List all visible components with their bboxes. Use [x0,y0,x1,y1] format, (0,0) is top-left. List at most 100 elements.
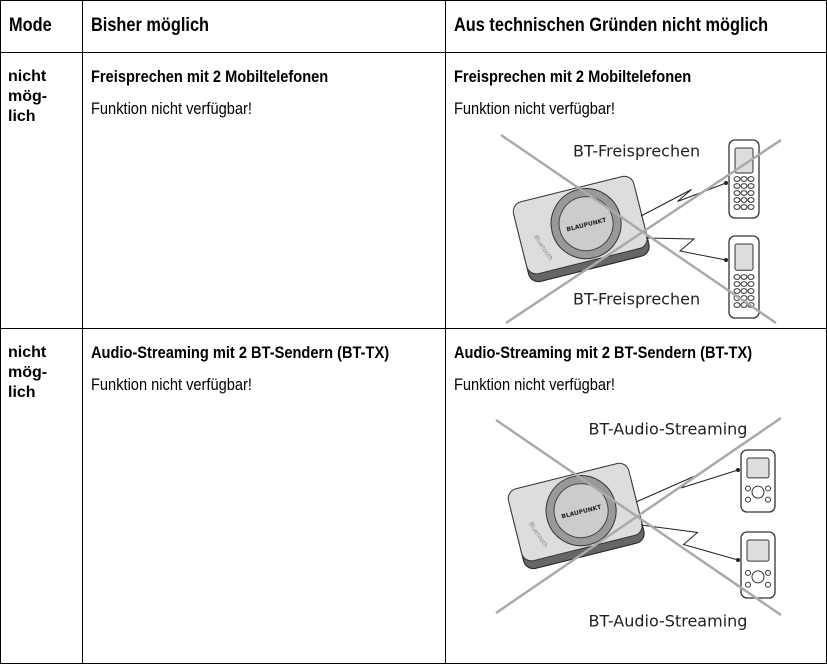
mode-text: nicht mög-lich [8,67,47,127]
handset-key [740,176,748,182]
handset-key [745,496,751,503]
cell-title-text: Freisprechen mit 2 Mobiltelefonen [454,67,692,86]
cell-title-text: Freisprechen mit 2 Mobiltelefonen [91,67,329,86]
mode-line: lich [8,384,36,401]
diagram-label: BT-Freisprechen [573,142,700,161]
handset-wheel [751,485,765,499]
cell-title: Freisprechen mit 2 Mobiltelefonen [454,67,730,87]
handset-key [733,197,741,203]
cell-title: Audio-Streaming mit 2 BT-Sendern (BT-TX) [91,343,438,363]
cell-text: Funktion nicht verfügbar! [454,375,641,395]
handset-key [740,183,748,189]
handset-key [740,197,748,203]
handset-screen [746,539,770,562]
handset-key [765,581,771,588]
handset-key [747,281,755,287]
cross-line [495,418,782,617]
cross-line [505,138,782,325]
handset-key [733,190,741,196]
table-cell: Audio-Streaming mit 2 BT-Sendern (BT-TX)… [83,329,446,664]
mode-cell: nicht mög-lich [0,329,83,664]
handset-key [747,190,755,196]
signal [635,469,739,503]
header-cell: Bisher möglich [83,0,446,53]
signal [640,182,727,217]
header-cell: Aus technischen Gründen nicht möglich [446,0,827,53]
table-cell: Audio-Streaming mit 2 BT-Sendern (BT-TX)… [446,329,827,664]
header-text: Mode [9,15,52,36]
handset-key [733,204,741,210]
cell-text-body: Funktion nicht verfügbar! [91,375,252,394]
handset-key [747,183,755,189]
handset-key [747,176,755,182]
handset-key [747,204,755,210]
handset-key [740,274,748,280]
device-button [553,483,609,539]
signal-end [724,258,728,262]
mode-text: nicht mög-lich [8,343,47,403]
mode-cell: nicht mög-lich [0,53,83,329]
cell-text-body: Funktion nicht verfügbar! [91,99,252,118]
cell-title-text: Audio-Streaming mit 2 BT-Sendern (BT-TX) [91,343,390,362]
handset-key [740,190,748,196]
mode-line: nicht [8,344,47,361]
signal [640,524,739,561]
handset-key [747,274,755,280]
signal-end [736,558,740,562]
signal-end [724,181,728,185]
handset-key [740,204,748,210]
handset [728,235,760,319]
table-cell: Freisprechen mit 2 Mobiltelefonen Funktio… [446,53,827,329]
mode-line: lich [8,108,36,125]
handset-key [745,485,751,492]
mode-line: nicht [8,68,47,85]
cell-title: Audio-Streaming mit 2 BT-Sendern (BT-TX) [454,343,801,363]
handset-key [765,569,771,576]
handset-key [733,281,741,287]
handset-key [733,274,741,280]
handset-key [745,581,751,588]
header-text: Aus technischen Gründen nicht möglich [454,15,769,36]
mode-line: mög- [8,88,48,105]
cell-text-body: Funktion nicht verfügbar! [454,375,615,394]
handset-key [747,288,755,294]
handset [740,449,776,513]
header-cell: Mode [0,0,83,53]
device-button [558,196,614,252]
diagram-label: BT-Audio-Streaming [589,612,748,631]
handset-key [765,485,771,492]
cell-text: Funktion nicht verfügbar! [91,375,278,395]
cell-text: Funktion nicht verfügbar! [91,99,278,119]
handset [728,139,760,219]
handset-key [747,197,755,203]
handset-key [747,295,755,301]
handset-key [740,281,748,287]
handset-screen [746,457,770,479]
cell-title-text: Audio-Streaming mit 2 BT-Sendern (BT-TX) [454,343,753,362]
cross-line [500,133,777,325]
diagram-label: BT-Audio-Streaming [589,420,748,439]
table-cell: Freisprechen mit 2 Mobiltelefonen Funktio… [83,53,446,329]
header-text: Bisher möglich [91,15,210,36]
handset-key [740,288,748,294]
cross-line [495,416,782,615]
handset-key [733,176,741,182]
signal-end [736,468,740,472]
cell-title: Freisprechen mit 2 Mobiltelefonen [91,67,367,87]
handset-key [765,496,771,503]
handset-key [733,183,741,189]
handset-key [745,569,751,576]
handset-key [733,302,741,308]
handset-wheel [751,570,765,584]
handset [740,531,776,599]
handset-screen [734,243,754,271]
mode-line: mög- [8,364,48,381]
handset-key [733,288,741,294]
cell-text: Funktion nicht verfügbar! [454,99,641,119]
diagram-label: BT-Freisprechen [573,290,700,309]
